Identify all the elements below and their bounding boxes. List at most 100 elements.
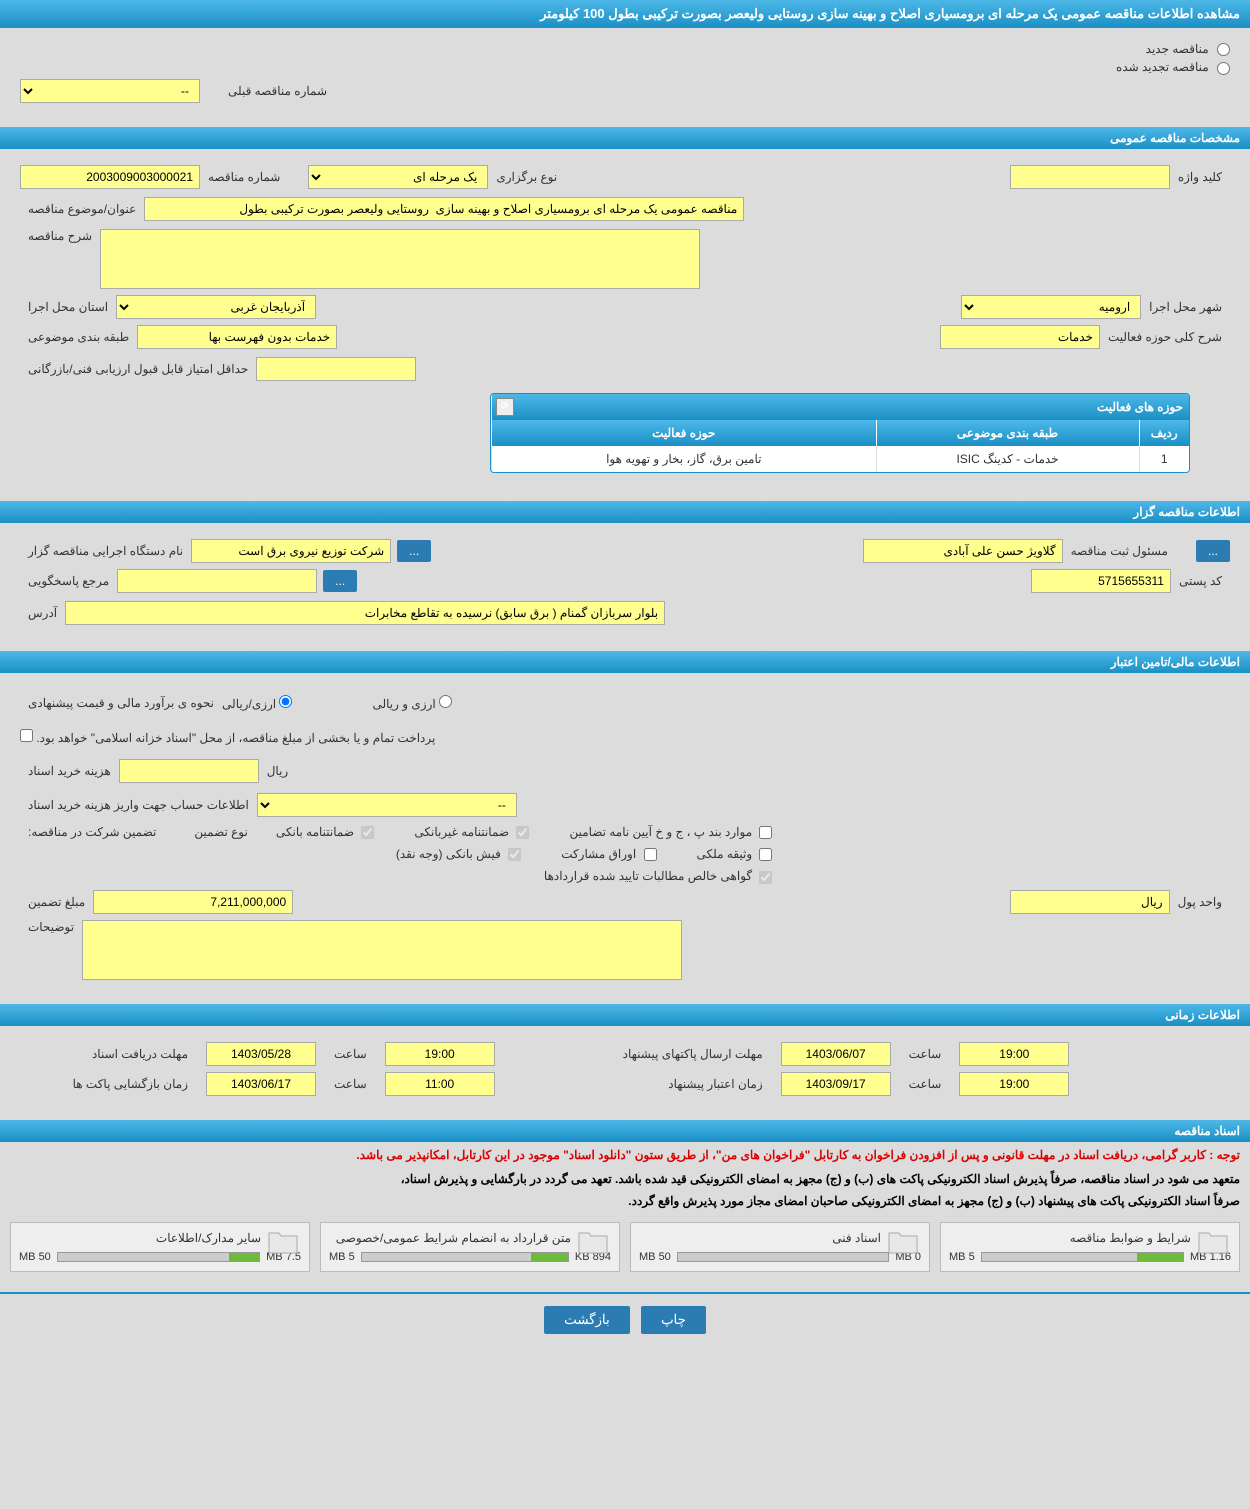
address-input[interactable] — [65, 601, 665, 625]
city-select[interactable]: ارومیه — [961, 295, 1141, 319]
col-domain: حوزه فعالیت — [492, 420, 877, 446]
validity-date-input[interactable] — [781, 1072, 891, 1096]
account-select[interactable]: -- — [257, 793, 517, 817]
subject-label: عنوان/موضوع مناقصه — [28, 202, 136, 216]
ellipsis-button-3[interactable]: ... — [323, 570, 357, 592]
postal-input[interactable] — [1031, 569, 1171, 593]
contact-input[interactable] — [117, 569, 317, 593]
doc-grid: شرایط و ضوابط مناقصه 1.16 MB 5 MB اسناد … — [0, 1212, 1250, 1282]
section-organizer: اطلاعات مناقصه گزار — [0, 501, 1250, 523]
doc2-progress — [677, 1252, 890, 1262]
account-label: اطلاعات حساب جهت واریز هزینه خرید اسناد — [28, 798, 249, 812]
section-documents: اسناد مناقصه — [0, 1120, 1250, 1142]
province-select[interactable]: آذربایجان غربی — [116, 295, 316, 319]
registrar-input[interactable] — [863, 539, 1063, 563]
section-financial: اطلاعات مالی/تامین اعتبار — [0, 651, 1250, 673]
activity-table-title: حوزه های فعالیت — [1097, 400, 1183, 414]
activity-desc-input[interactable] — [940, 325, 1100, 349]
chk-nonbank[interactable]: ضمانتنامه غیربانکی — [414, 825, 529, 839]
time-label-2: ساعت — [909, 1047, 942, 1061]
prev-number-label: شماره مناقصه قبلی — [228, 84, 327, 98]
doc-card-1-title: شرایط و ضوابط مناقصه — [1070, 1231, 1191, 1245]
keyword-label: کلید واژه — [1178, 170, 1222, 184]
receive-time-input[interactable] — [385, 1042, 495, 1066]
ellipsis-button-1[interactable]: ... — [1196, 540, 1230, 562]
doc-card-3[interactable]: متن قرارداد به انضمام شرایط عمومی/خصوصی … — [320, 1222, 620, 1272]
activity-table: حوزه های فعالیت ⟳ ردیف طبقه بندی موضوعی … — [491, 394, 1189, 472]
method-label: نحوه ی برآورد مالی و قیمت پیشنهادی — [28, 696, 214, 710]
doc-cost-label: هزینه خرید اسناد — [28, 764, 111, 778]
doc4-progress — [57, 1252, 260, 1262]
section-timing: اطلاعات زمانی — [0, 1004, 1250, 1026]
holding-type-label: نوع برگزاری — [496, 170, 557, 184]
chk-property[interactable]: وثیقه ملکی — [697, 847, 773, 861]
doc3-progress — [361, 1252, 569, 1262]
time-label-1: ساعت — [334, 1047, 367, 1061]
agency-label: نام دستگاه اجرایی مناقصه گزار — [28, 544, 183, 558]
folder-icon — [267, 1229, 299, 1255]
tender-number-label: شماره مناقصه — [208, 170, 280, 184]
doc-card-2[interactable]: اسناد فنی 0 MB 50 MB — [630, 1222, 930, 1272]
category-input[interactable] — [137, 325, 337, 349]
chk-receipt[interactable]: فیش بانکی (وجه نقد) — [396, 847, 521, 861]
folder-icon — [887, 1229, 919, 1255]
refresh-icon[interactable]: ⟳ — [496, 398, 514, 416]
guarantee-label: تضمین شرکت در مناقصه: — [28, 825, 156, 839]
col-row: ردیف — [1139, 420, 1189, 446]
black-note-2: صرفاً اسناد الکترونیکی پاکت های پیشنهاد … — [0, 1190, 1250, 1212]
chk-bank[interactable]: ضمانتنامه بانکی — [276, 825, 375, 839]
receive-date-input[interactable] — [206, 1042, 316, 1066]
radio-rial-fx[interactable]: ارزی/ریالی — [222, 695, 292, 711]
subject-input[interactable] — [144, 197, 744, 221]
tender-type-radios: مناقصه جدید مناقصه تجدید شده شماره مناقص… — [0, 28, 1250, 119]
opening-time-input[interactable] — [385, 1072, 495, 1096]
min-score-input[interactable] — [256, 357, 416, 381]
chk-regulation[interactable]: موارد بند پ ، ج و خ آیین نامه تضامین — [569, 825, 772, 839]
folder-icon — [1197, 1229, 1229, 1255]
receive-deadline-label: مهلت دریافت اسناد — [48, 1047, 188, 1061]
ellipsis-button-2[interactable]: ... — [397, 540, 431, 562]
validity-time-input[interactable] — [959, 1072, 1069, 1096]
section-general: مشخصات مناقصه عمومی — [0, 127, 1250, 149]
treasury-checkbox[interactable]: پرداخت تمام و یا بخشی از مبلغ مناقصه، از… — [20, 729, 435, 745]
doc-cost-input[interactable] — [119, 759, 259, 783]
print-button[interactable]: چاپ — [641, 1306, 706, 1334]
min-score-label: حداقل امتیاز قابل قبول ارزیابی فنی/بازرگ… — [28, 362, 248, 376]
doc3-total: 5 MB — [329, 1251, 355, 1263]
doc-card-4-title: سایر مدارک/اطلاعات — [156, 1231, 261, 1245]
currency-input[interactable] — [1010, 890, 1170, 914]
doc-cost-unit: ریال — [267, 764, 289, 778]
radio-renewed-tender[interactable]: مناقصه تجدید شده — [20, 60, 1230, 74]
guarantee-type-label: نوع تضمین — [194, 825, 247, 839]
prev-number-select[interactable]: -- — [20, 79, 200, 103]
radio-renewed-label: مناقصه تجدید شده — [1116, 60, 1209, 74]
currency-label: واحد پول — [1178, 895, 1222, 909]
send-date-input[interactable] — [781, 1042, 891, 1066]
description-label: شرح مناقصه — [28, 229, 92, 243]
radio-renewed-input[interactable] — [1217, 62, 1230, 75]
radio-new-tender[interactable]: مناقصه جدید — [20, 42, 1230, 56]
opening-date-input[interactable] — [206, 1072, 316, 1096]
back-button[interactable]: بازگشت — [544, 1306, 630, 1334]
cell-idx: 1 — [1139, 446, 1189, 472]
cell-cat: خدمات - کدینگ ISIC — [876, 446, 1139, 472]
doc-card-3-title: متن قرارداد به انضمام شرایط عمومی/خصوصی — [336, 1231, 571, 1245]
description-textarea[interactable] — [100, 229, 700, 289]
chk-claims[interactable]: گواهی خالص مطالبات تایید شده قراردادها — [544, 869, 773, 883]
keyword-input[interactable] — [1010, 165, 1170, 189]
doc-card-1[interactable]: شرایط و ضوابط مناقصه 1.16 MB 5 MB — [940, 1222, 1240, 1272]
radio-new-input[interactable] — [1217, 43, 1230, 56]
tender-number-input[interactable] — [20, 165, 200, 189]
holding-type-select[interactable]: یک مرحله ای — [308, 165, 488, 189]
notes-textarea[interactable] — [82, 920, 682, 980]
chk-participation[interactable]: اوراق مشارکت — [561, 847, 656, 861]
doc-card-4[interactable]: سایر مدارک/اطلاعات 7.5 MB 50 MB — [10, 1222, 310, 1272]
radio-fx-rial[interactable]: ارزی و ریالی — [372, 695, 452, 711]
doc1-total: 5 MB — [949, 1251, 975, 1263]
notes-label: توضیحات — [28, 920, 74, 934]
postal-label: کد پستی — [1179, 574, 1222, 588]
guarantee-amount-input[interactable] — [93, 890, 293, 914]
contact-label: مرجع پاسخگویی — [28, 574, 109, 588]
send-time-input[interactable] — [959, 1042, 1069, 1066]
agency-input[interactable] — [191, 539, 391, 563]
